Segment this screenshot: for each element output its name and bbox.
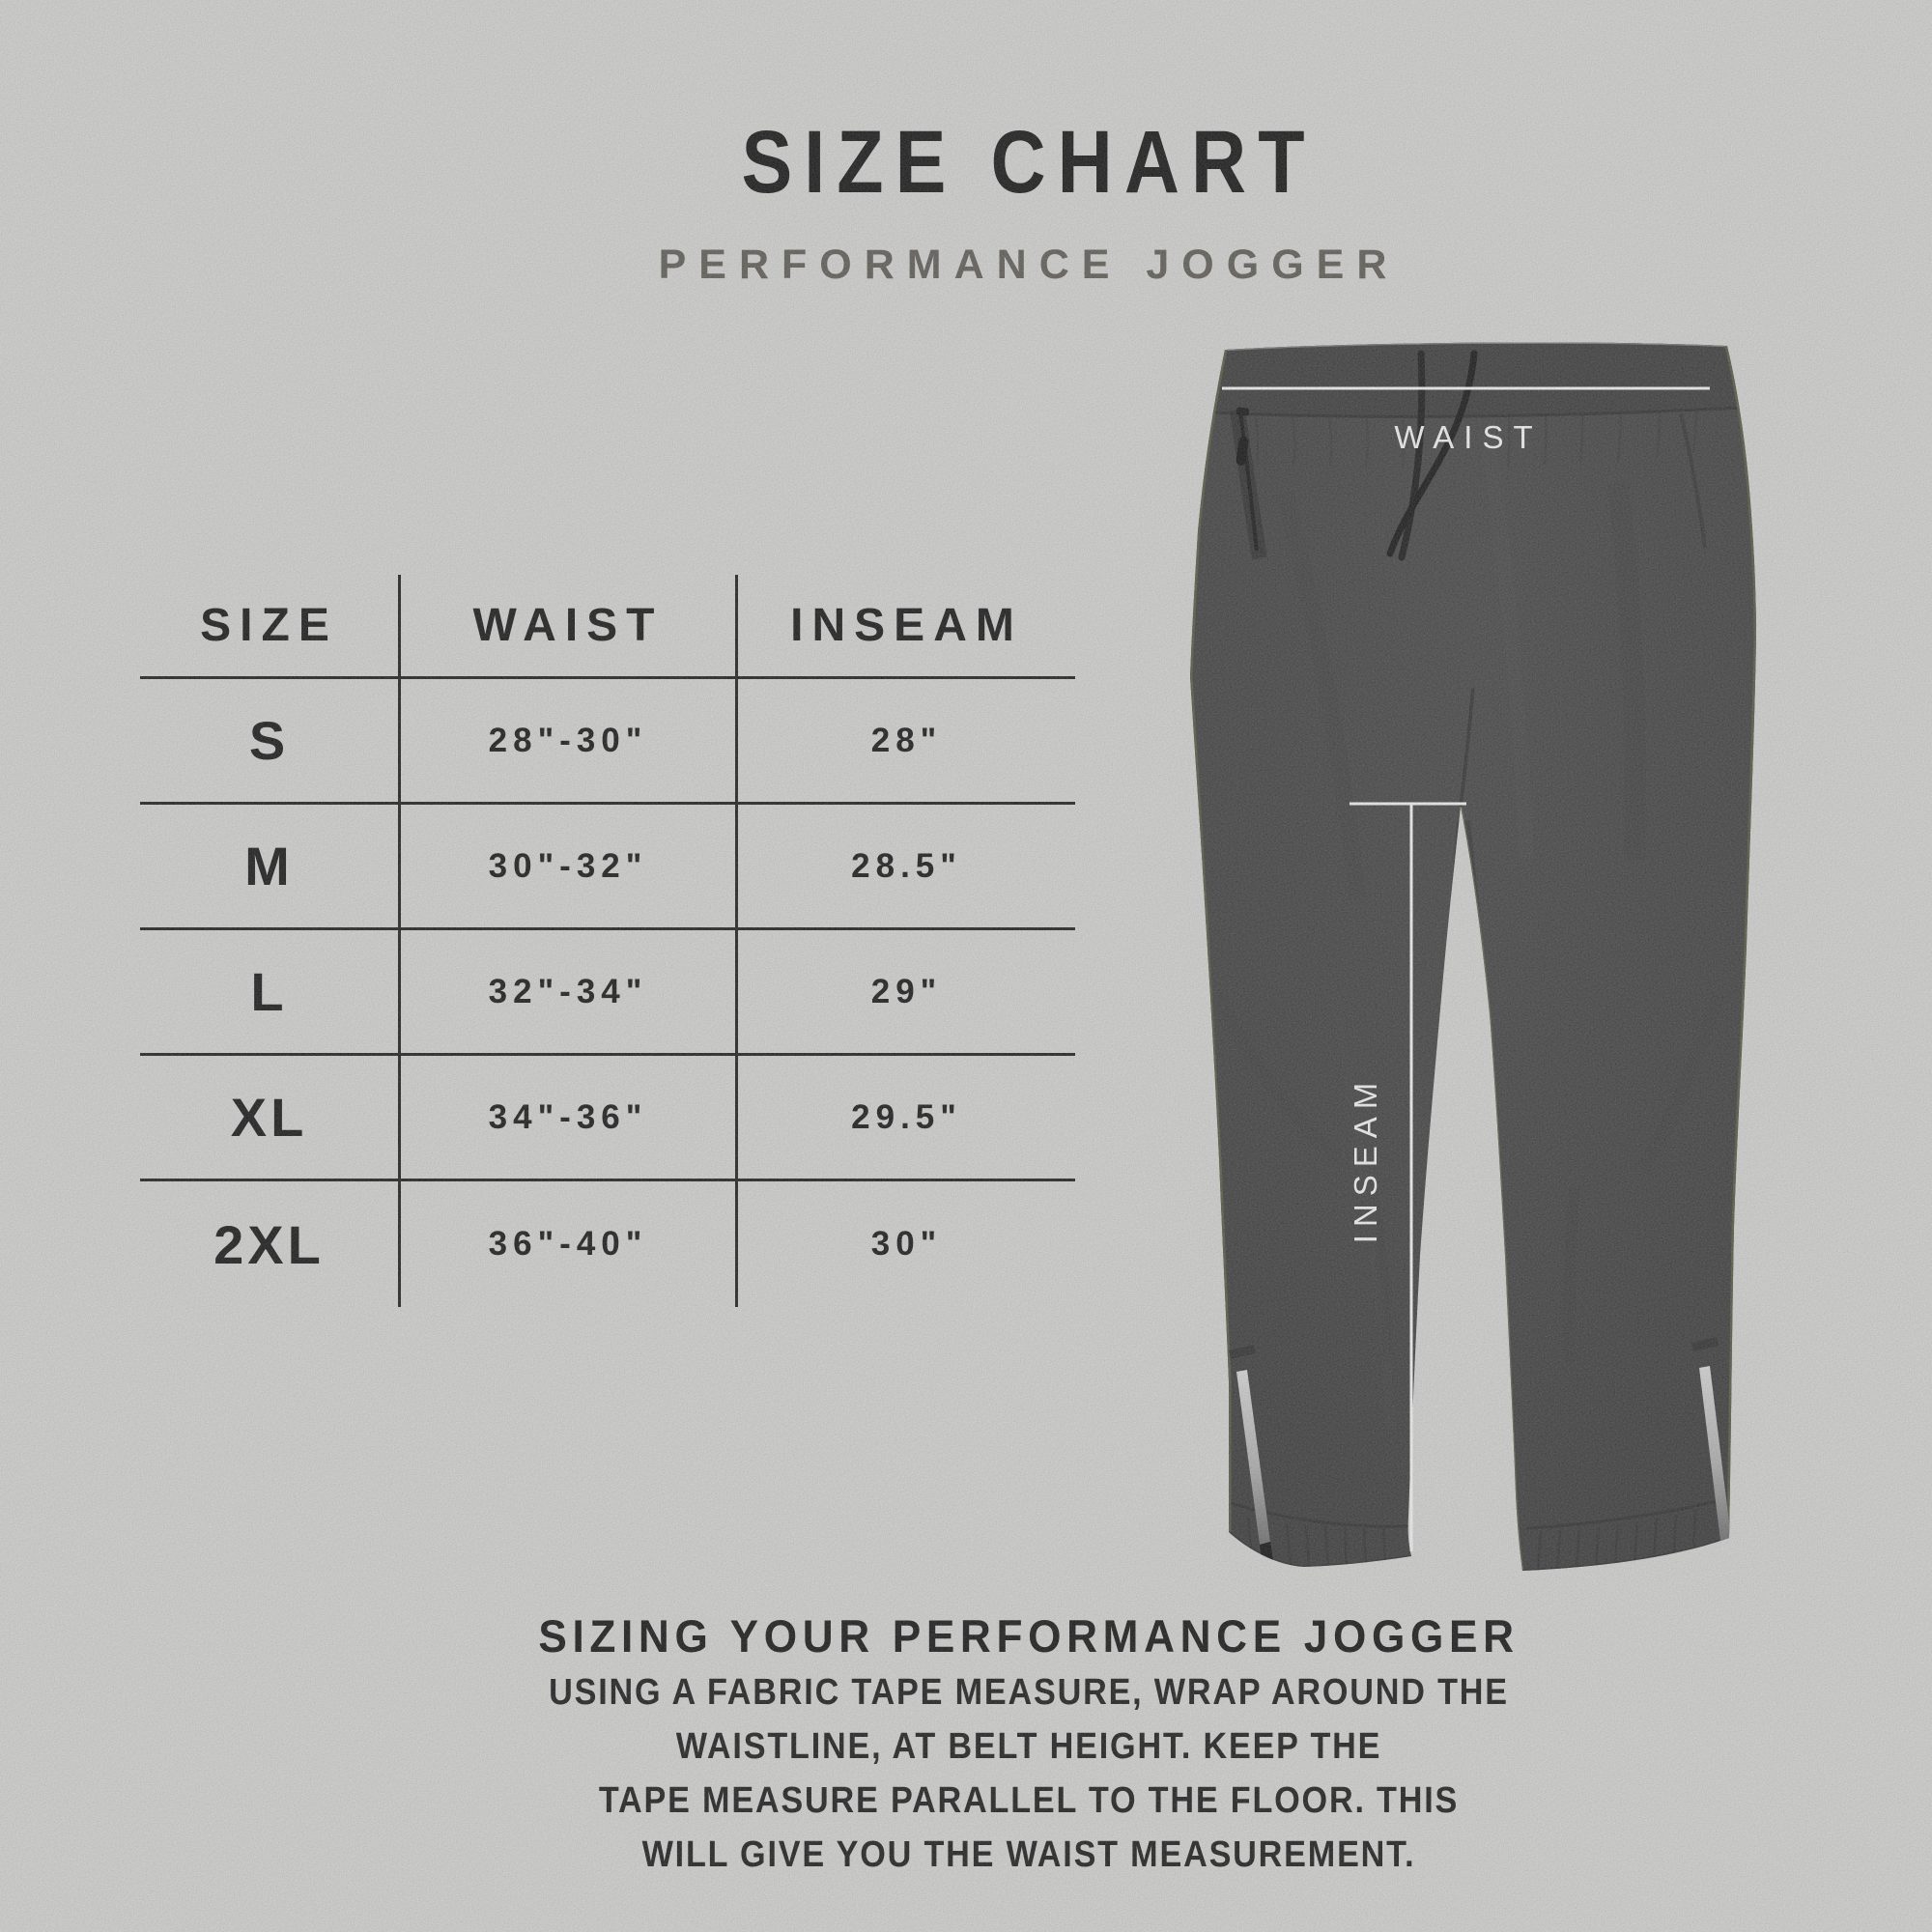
inseam-label: INSEAM — [1348, 1075, 1383, 1244]
table-row-s-inseam: 28" — [735, 679, 1075, 805]
column-header-inseam: INSEAM — [735, 575, 1075, 679]
table-row-xl-inseam: 29.5" — [735, 1056, 1075, 1181]
sizing-guide-line: USING A FABRIC TAPE MEASURE, WRAP AROUND… — [549, 1672, 1509, 1713]
column-header-size: SIZE — [140, 575, 398, 679]
size-table: SIZE WAIST INSEAM S 28"-30" 28" M 30"-32… — [140, 575, 1075, 1307]
sizing-guide-heading: SIZING YOUR PERFORMANCE JOGGER — [538, 1610, 1520, 1662]
table-row-l-size: L — [140, 930, 398, 1056]
table-row-m-waist: 30"-32" — [398, 805, 735, 930]
table-row-2xl-size: 2XL — [213, 1213, 325, 1275]
table-row-m-inseam: 28.5" — [735, 805, 1075, 930]
jogger-product-diagram: WAIST INSEAM — [1190, 342, 1756, 1571]
table-row-xl-waist: 34"-36" — [398, 1056, 735, 1181]
table-row-2xl-inseam: 30" — [735, 1181, 1075, 1307]
table-row-s-size: S — [140, 679, 398, 805]
waist-label: WAIST — [1394, 419, 1542, 455]
table-row-2xl-waist: 36"-40" — [398, 1181, 735, 1307]
pants-silhouette — [1190, 342, 1756, 1571]
sizing-guide-text: USING A FABRIC TAPE MEASURE, WRAP AROUND… — [549, 1665, 1509, 1882]
table-row-l-waist: 32"-34" — [398, 930, 735, 1056]
page-title: SIZE CHART — [741, 113, 1317, 212]
table-row-l-inseam: 29" — [735, 930, 1075, 1056]
sizing-guide-line: WAISTLINE, AT BELT HEIGHT. KEEP THE — [675, 1726, 1382, 1767]
column-header-waist: WAIST — [398, 575, 735, 679]
product-subtitle: PERFORMANCE JOGGER — [658, 242, 1400, 288]
table-row-xl-size: XL — [140, 1056, 398, 1181]
table-row-m-size: M — [140, 805, 398, 930]
table-row-s-waist: 28"-30" — [398, 679, 735, 805]
sizing-guide-line: TAPE MEASURE PARALLEL TO THE FLOOR. THIS — [598, 1780, 1460, 1821]
sizing-guide-line: WILL GIVE YOU THE WAIST MEASUREMENT. — [641, 1834, 1416, 1875]
